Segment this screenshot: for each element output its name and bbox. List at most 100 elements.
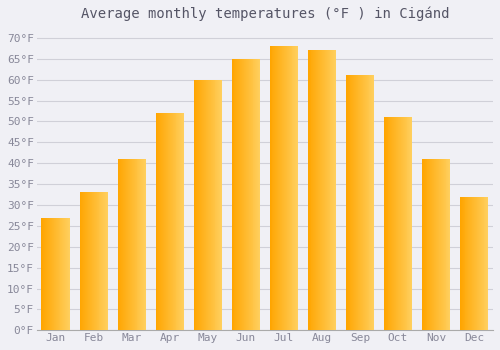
Bar — [205, 80, 206, 330]
Bar — [432, 159, 433, 330]
Bar — [246, 59, 247, 330]
Bar — [366, 76, 368, 330]
Bar — [124, 159, 125, 330]
Bar — [477, 197, 478, 330]
Bar — [120, 159, 122, 330]
Bar — [437, 159, 438, 330]
Bar — [241, 59, 242, 330]
Bar — [176, 113, 178, 330]
Bar — [473, 197, 474, 330]
Bar — [182, 113, 183, 330]
Bar — [58, 217, 59, 330]
Bar — [294, 46, 296, 330]
Bar — [56, 217, 58, 330]
Bar — [143, 159, 144, 330]
Bar — [84, 193, 85, 330]
Bar — [136, 159, 138, 330]
Title: Average monthly temperatures (°F ) in Cigánd: Average monthly temperatures (°F ) in Ci… — [80, 7, 449, 21]
Bar — [430, 159, 432, 330]
Bar — [406, 117, 408, 330]
Bar — [324, 50, 325, 330]
Bar — [277, 46, 278, 330]
Bar — [402, 117, 404, 330]
Bar — [212, 80, 214, 330]
Bar — [171, 113, 172, 330]
Bar — [64, 217, 65, 330]
Bar — [156, 113, 158, 330]
Bar — [170, 113, 171, 330]
Bar — [105, 193, 106, 330]
Bar — [53, 217, 54, 330]
Bar — [308, 50, 310, 330]
Bar — [259, 59, 260, 330]
Bar — [280, 46, 281, 330]
Bar — [462, 197, 464, 330]
Bar — [172, 113, 174, 330]
Bar — [276, 46, 277, 330]
Bar — [162, 113, 163, 330]
Bar — [286, 46, 287, 330]
Bar — [471, 197, 472, 330]
Bar — [244, 59, 245, 330]
Bar — [87, 193, 88, 330]
Bar — [332, 50, 334, 330]
Bar — [285, 46, 286, 330]
Bar — [89, 193, 90, 330]
Bar — [330, 50, 332, 330]
Bar — [317, 50, 318, 330]
Bar — [69, 217, 70, 330]
Bar — [372, 76, 374, 330]
Bar — [270, 46, 272, 330]
Bar — [283, 46, 284, 330]
Bar — [200, 80, 201, 330]
Bar — [91, 193, 92, 330]
Bar — [314, 50, 316, 330]
Bar — [328, 50, 330, 330]
Bar — [272, 46, 274, 330]
Bar — [238, 59, 239, 330]
Bar — [86, 193, 87, 330]
Bar — [435, 159, 436, 330]
Bar — [126, 159, 127, 330]
Bar — [142, 159, 143, 330]
Bar — [206, 80, 207, 330]
Bar — [180, 113, 181, 330]
Bar — [350, 76, 352, 330]
Bar — [240, 59, 241, 330]
Bar — [46, 217, 47, 330]
Bar — [316, 50, 317, 330]
Bar — [396, 117, 397, 330]
Bar — [122, 159, 123, 330]
Bar — [359, 76, 360, 330]
Bar — [128, 159, 129, 330]
Bar — [348, 76, 350, 330]
Bar — [106, 193, 107, 330]
Bar — [287, 46, 288, 330]
Bar — [334, 50, 335, 330]
Bar — [248, 59, 250, 330]
Bar — [210, 80, 212, 330]
Bar — [446, 159, 448, 330]
Bar — [352, 76, 354, 330]
Bar — [364, 76, 366, 330]
Bar — [104, 193, 105, 330]
Bar — [127, 159, 128, 330]
Bar — [474, 197, 475, 330]
Bar — [245, 59, 246, 330]
Bar — [94, 193, 96, 330]
Bar — [44, 217, 46, 330]
Bar — [439, 159, 440, 330]
Bar — [160, 113, 162, 330]
Bar — [279, 46, 280, 330]
Bar — [326, 50, 328, 330]
Bar — [207, 80, 208, 330]
Bar — [282, 46, 283, 330]
Bar — [401, 117, 402, 330]
Bar — [464, 197, 466, 330]
Bar — [55, 217, 56, 330]
Bar — [258, 59, 259, 330]
Bar — [90, 193, 91, 330]
Bar — [484, 197, 486, 330]
Bar — [355, 76, 356, 330]
Bar — [281, 46, 282, 330]
